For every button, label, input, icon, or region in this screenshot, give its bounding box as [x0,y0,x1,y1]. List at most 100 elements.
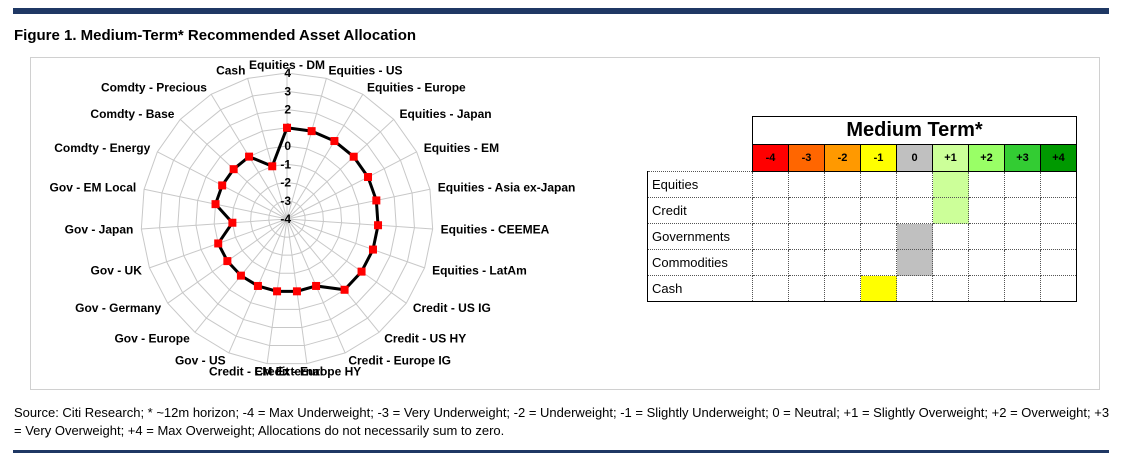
bottom-rule [13,450,1109,453]
radar-spoke [286,93,364,220]
medium-term-table: Medium Term* -4 -3 -2 -1 0 +1 +2 +3 +4 Equities C… [647,116,1077,302]
radar-grid-ring [268,200,306,238]
radar-category-label: Gov - Japan [65,223,134,237]
radar-category-label: Equities - US [329,64,403,78]
table-cell [752,223,789,250]
radar-scale-label: 2 [284,103,291,117]
table-cell [1040,171,1077,198]
radar-scale-label: -2 [280,176,291,190]
radar-data-marker [218,181,227,190]
table-cell [824,197,861,224]
table-cell [788,275,825,302]
radar-data-marker [211,200,220,209]
table-cell [752,171,789,198]
table-cell [752,249,789,276]
radar-spoke [286,151,417,220]
radar-data-marker [245,152,254,161]
table-cell [932,223,969,250]
radar-grid-ring [177,108,397,328]
scale-header-cell: -2 [824,144,861,172]
table-cell [824,223,861,250]
radar-data-marker [312,281,321,290]
table-cell [1004,249,1041,276]
radar-category-label: Credit - Europe HY [255,365,362,379]
radar-category-label: Gov - UK [91,264,143,278]
radar-data-marker [340,285,349,294]
table-cell [752,275,789,302]
scale-header-cell: -1 [860,144,897,172]
table-cell [1040,197,1077,224]
radar-category-label: Equities - DM [249,58,325,72]
radar-scale-label: -4 [280,212,291,226]
radar-spoke [286,218,433,230]
table-row: Governments [647,223,1077,250]
table-cell [860,249,897,276]
table-row: Equities [647,171,1077,198]
table-cell [968,275,1005,302]
radar-category-label: Equities - CEEMEA [441,223,550,237]
scale-header-cell: +4 [1040,144,1077,172]
radar-data-marker [368,245,377,254]
position-cell [896,249,933,276]
radar-category-label: Comdty - Precious [101,80,207,94]
radar-data-marker [330,137,339,146]
row-label: Credit [647,197,753,224]
table-cell [968,249,1005,276]
table-cell [1004,223,1041,250]
row-label: Governments [647,223,753,250]
radar-category-label: Cash [216,64,245,78]
radar-scale-label: 4 [284,66,291,80]
radar-data-marker [229,165,238,174]
radar-category-label: Gov - US [175,353,226,367]
radar-data-marker [236,271,245,280]
table-cell [932,249,969,276]
table-cell [860,171,897,198]
table-cell [968,197,1005,224]
table-row: Cash [647,275,1077,302]
row-label: Cash [647,275,753,302]
source-note: Source: Citi Research; * ~12m horizon; -… [14,405,1110,438]
scale-header-cell: 0 [896,144,933,172]
position-cell [860,275,897,302]
radar-grid-ring [140,72,434,365]
radar-data-marker [364,173,373,182]
radar-category-label: Credit - EM External [209,365,323,379]
radar-spoke [286,218,380,333]
radar-spoke [141,218,288,230]
scale-header-cell: +1 [932,144,969,172]
radar-data-marker [307,127,316,136]
table-cell [896,275,933,302]
radar-category-label: Credit - US IG [413,301,491,315]
table-cell [860,197,897,224]
table-cell [752,197,789,224]
radar-category-label: Gov - Europe [114,331,190,345]
position-cell [932,171,969,198]
table-cell [1040,249,1077,276]
radar-data-marker [223,257,232,266]
radar-grid-ring [250,181,324,256]
radar-data-marker [283,123,291,132]
radar-category-label: Gov - EM Local [50,181,137,195]
radar-data-marker [214,239,223,248]
radar-category-label: Comdty - Base [90,107,174,121]
radar-data-marker [349,152,358,161]
top-rule [13,8,1109,14]
radar-data-marker [357,267,366,276]
radar-spoke [286,218,407,304]
table-cell [1040,275,1077,302]
radar-category-label: Comdty - Energy [54,141,150,155]
radar-category-label: Equities - EM [424,141,499,155]
radar-data-marker [374,221,383,230]
table-cell [824,171,861,198]
table-cell [896,171,933,198]
row-label: Commodities [647,249,753,276]
radar-category-label: Credit - Europe IG [348,353,451,367]
scale-header-cell: +2 [968,144,1005,172]
position-cell [896,223,933,250]
table-cell [1004,275,1041,302]
table-cell [824,249,861,276]
scale-header-cell: -4 [752,144,789,172]
radar-spoke [286,218,425,269]
radar-grid-ring [159,90,415,347]
scale-header-cell: -3 [788,144,825,172]
